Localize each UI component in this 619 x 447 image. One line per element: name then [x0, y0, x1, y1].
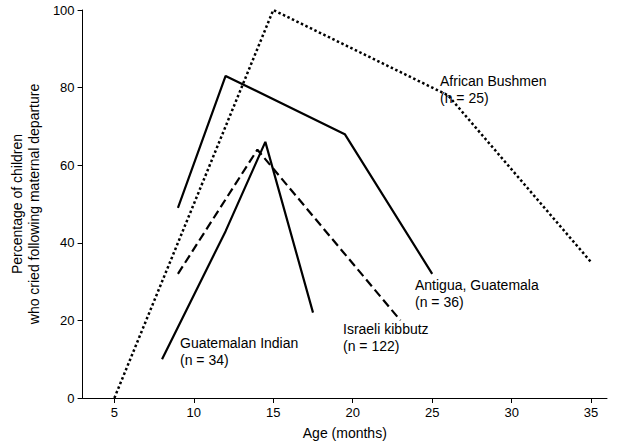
svg-text:(n = 36): (n = 36) — [415, 294, 464, 310]
svg-text:5: 5 — [111, 405, 118, 420]
svg-text:10: 10 — [187, 405, 201, 420]
svg-text:25: 25 — [425, 405, 439, 420]
svg-text:0: 0 — [67, 391, 74, 406]
svg-text:20: 20 — [60, 313, 74, 328]
svg-text:(n = 122): (n = 122) — [343, 338, 399, 354]
svg-text:Israeli kibbutz: Israeli kibbutz — [343, 321, 429, 337]
svg-text:Antigua, Guatemala: Antigua, Guatemala — [415, 277, 539, 293]
svg-text:who cried following maternal d: who cried following maternal departure — [26, 84, 42, 326]
svg-text:African Bushmen: African Bushmen — [440, 73, 547, 89]
svg-text:20: 20 — [346, 405, 360, 420]
svg-text:15: 15 — [266, 405, 280, 420]
svg-text:Guatemalan Indian: Guatemalan Indian — [180, 335, 298, 351]
svg-text:100: 100 — [53, 3, 75, 18]
svg-text:30: 30 — [504, 405, 518, 420]
svg-text:Percentage of children: Percentage of children — [9, 134, 25, 274]
svg-text:40: 40 — [60, 235, 74, 250]
svg-text:(n = 34): (n = 34) — [180, 352, 229, 368]
svg-text:Age (months): Age (months) — [303, 425, 387, 441]
svg-text:80: 80 — [60, 80, 74, 95]
svg-text:(n = 25): (n = 25) — [440, 90, 489, 106]
svg-text:35: 35 — [584, 405, 598, 420]
svg-text:60: 60 — [60, 158, 74, 173]
